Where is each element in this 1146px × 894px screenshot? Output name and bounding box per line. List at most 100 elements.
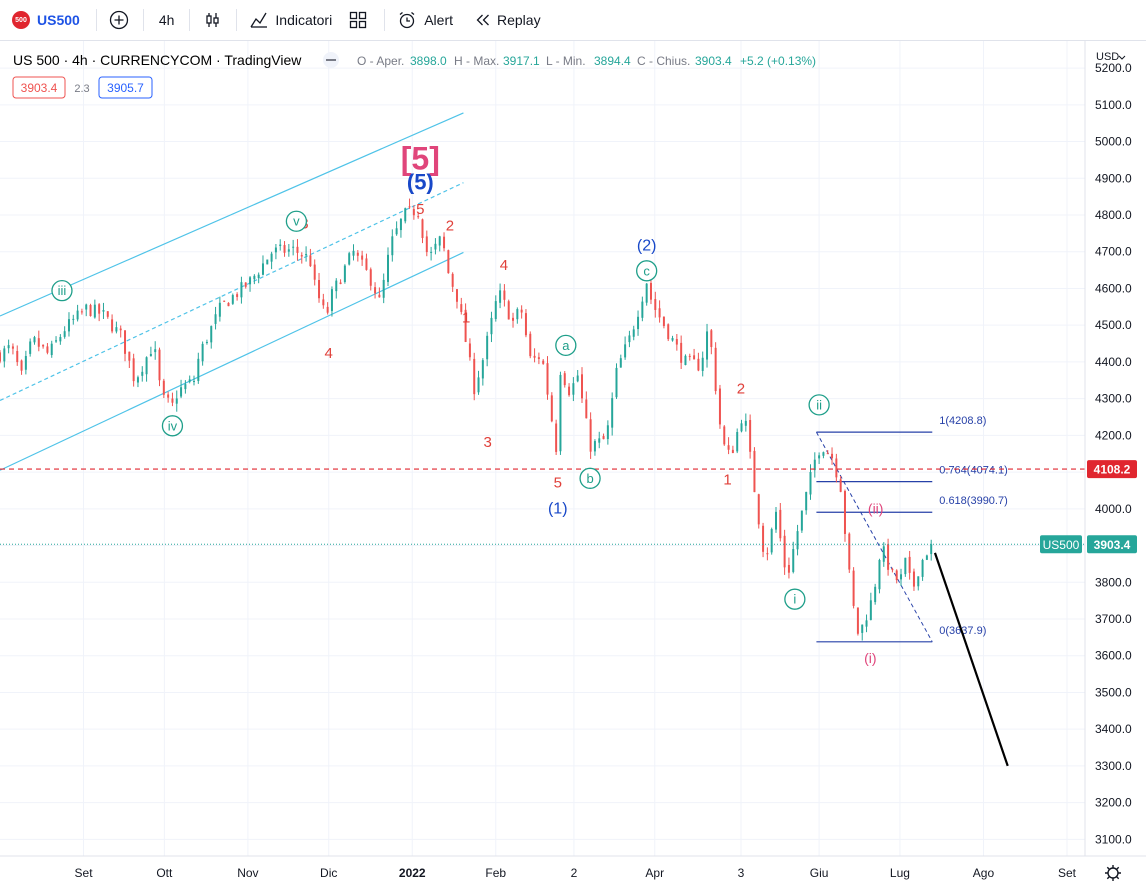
candle [132,353,135,387]
candle-body [124,330,127,354]
wave-circle [161,415,184,437]
candle-body [335,280,338,292]
horizontal-level [0,468,1085,545]
candle-body [572,383,575,395]
candle [895,569,898,584]
candle-body [908,556,911,573]
candle [50,340,53,358]
candle-body [0,352,1,362]
wave-circle-label: b [579,467,601,489]
candle-body [680,342,683,363]
candle [300,252,303,264]
candle-body [826,453,829,455]
candle [731,445,734,454]
candle [141,366,144,382]
candle [37,330,40,352]
compare-add-button[interactable] [109,0,129,40]
candle-body [800,510,803,531]
chart-type-button[interactable] [203,0,223,40]
candle-body [119,328,122,331]
settings-button[interactable] [1105,865,1121,881]
interval-button[interactable]: 4h [158,12,175,28]
candle-body [171,398,174,403]
price-tick-label: 4000.0 [1095,502,1132,516]
high-value: 3917.1 [503,54,540,68]
candle [257,272,260,284]
indicators-button[interactable]: Indicatori [249,0,332,40]
wave-circle [808,394,830,416]
candle [727,437,730,455]
candle-body [671,338,674,341]
spread-value: 2.3 [74,83,89,95]
candle-body [210,326,213,343]
wave-circle-label: a [555,334,577,357]
candle-body [822,452,825,456]
candle-body [154,349,157,353]
alert-button[interactable]: Alert [397,0,453,40]
candle-body [352,250,355,256]
candle-body [693,355,696,360]
candle [706,323,709,368]
price-chart[interactable]: 1(4208.8) 0.764(4074.1) 0.618(3990.7) 0(363… [0,41,1146,894]
price-tick-label: 3200.0 [1095,796,1132,810]
wave-circle-text: a [562,338,570,353]
symbol-search-button[interactable]: 500 US500 [12,0,80,40]
candle-body [188,379,191,382]
candle-body [451,273,454,287]
sell-price-box[interactable]: 3903.4 [12,76,66,99]
candle-body [3,348,6,362]
candle [352,244,355,261]
symbol-logo-icon: 500 [12,11,30,29]
candle-body [42,344,45,347]
candle [809,464,812,500]
candle-body [654,299,657,310]
candle [451,272,454,292]
candle [309,248,312,267]
level-price-tag: 4108.2 [1087,460,1137,479]
candle-body [667,324,670,340]
replay-button[interactable]: Replay [474,0,541,40]
candle [701,351,704,377]
candle-body [710,330,713,348]
candle-body [887,544,890,570]
candle-body [455,289,458,302]
legend-collapse-button[interactable] [323,52,339,68]
candle-body [813,459,816,471]
candle-body [563,373,566,386]
candle [240,276,243,304]
candle-body [550,395,553,422]
candle [119,325,122,338]
candle-body [512,317,515,321]
candle-body [869,600,872,620]
candle-body [7,345,10,349]
bid-value: 3903.4 [21,81,58,95]
candle-body [425,236,428,253]
candle [649,278,652,305]
candle-body [11,346,14,349]
candle [395,221,398,236]
candle-body [214,314,217,324]
time-tick-label: Nov [237,866,258,880]
indicators-label: Indicatori [275,12,333,28]
templates-button[interactable] [348,0,368,40]
candle-body [848,533,851,570]
candle [274,244,277,260]
top-toolbar: 500 US500 4h Indicatori [0,0,1146,41]
price-axis[interactable]: 3100.0 3200.0 3300.0 3400.0 3500.0 3600.0 3700… [1084,41,1146,856]
time-axis[interactable]: Set Ott Nov Dic 2022 Feb 2 Apr 3 Giu Lug Ago Set [0,855,1146,894]
wave-circle-label: v [285,210,308,232]
candle [852,567,855,609]
buy-price-box[interactable]: 3905.7 [98,76,153,99]
candle [512,312,515,328]
wave-circle [285,210,308,232]
candle-body [158,349,161,381]
currency-selector[interactable]: USD [1096,51,1126,63]
close-label: C - Chius. [637,54,690,68]
candle [305,246,308,262]
candle [335,278,338,299]
candle [792,541,795,574]
fib-level-label: 0(3637.9) [939,625,986,637]
candle [261,255,264,276]
candle-body [149,353,152,357]
candle-body [205,342,208,344]
